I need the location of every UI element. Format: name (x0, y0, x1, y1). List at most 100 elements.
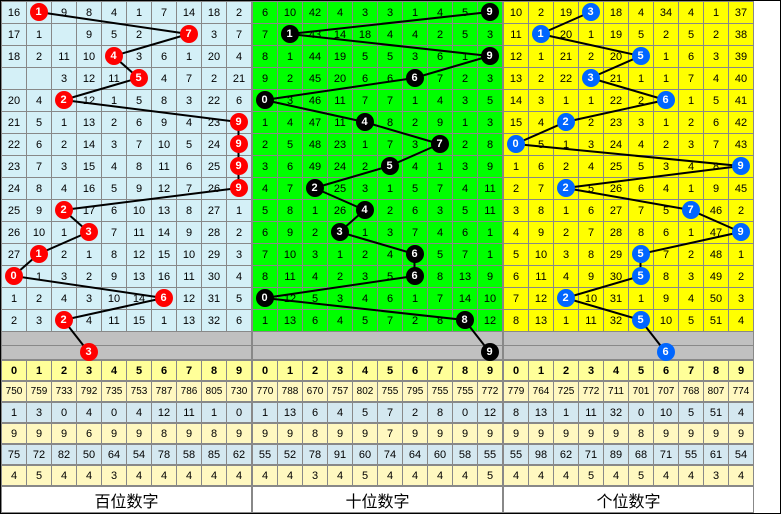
grid-cell: 29 (202, 244, 227, 266)
header-cell: 1 (27, 361, 52, 381)
grid-cell: 12 (77, 68, 102, 90)
grid-cell: 8 (27, 178, 52, 200)
grid-cell: 24 (328, 156, 353, 178)
section-label-row: 十位数字 (252, 486, 503, 513)
grid-cell: 9 (52, 2, 77, 24)
grid-cell: 42 (303, 2, 328, 24)
grid-cell: 12 (504, 46, 529, 68)
footer-cell: 4 (227, 466, 252, 486)
grid-cell: 3 (478, 24, 503, 46)
footer-cell: 4 (529, 466, 554, 486)
grid-cell: 11 (177, 266, 202, 288)
grid-cell: 2 (554, 222, 579, 244)
grid-cell: 20 (328, 68, 353, 90)
digit-header: 0123456789 (252, 360, 503, 381)
header-cell: 7 (679, 361, 704, 381)
grid-cell: 2 (529, 2, 554, 24)
grid-cell: 8 (428, 310, 453, 332)
footer-cell: 701 (629, 382, 654, 402)
grid-cell: 25 (202, 156, 227, 178)
grid-cell: 5 (679, 24, 704, 46)
grid-cell: 31 (604, 288, 629, 310)
grid-cell: 1 (278, 46, 303, 68)
grid-cell: 4 (679, 156, 704, 178)
footer-cell: 64 (102, 445, 127, 465)
grid-cell: 7 (378, 90, 403, 112)
footer-cell: 9 (478, 424, 503, 444)
grid-cell: 9 (77, 24, 102, 46)
grid-cell: 6 (679, 46, 704, 68)
grid-cell: 10 (27, 222, 52, 244)
digit-header: 0123456789 (503, 360, 754, 381)
grid-cell: 4 (353, 288, 378, 310)
footer-cell: 730 (227, 382, 252, 402)
grid-cell (27, 68, 52, 90)
grid-cell: 17 (2, 24, 27, 46)
footer-row: 9996998989 (1, 423, 252, 444)
grid-cell (2, 68, 27, 90)
grid-cell: 6 (227, 90, 252, 112)
footer-row: 770788670757802755795755755772 (252, 381, 503, 402)
grid-cell: 22 (604, 90, 629, 112)
grid-cell: 3 (729, 288, 754, 310)
grid-cell: 1 (27, 266, 52, 288)
grid-cell: 1 (127, 2, 152, 24)
grid-cell: 2 (679, 112, 704, 134)
footer-cell: 8 (303, 424, 328, 444)
grid-cell: 21 (554, 46, 579, 68)
grid-cell: 4 (654, 178, 679, 200)
footer-cell: 98 (529, 445, 554, 465)
grid-cell: 4 (152, 68, 177, 90)
header-cell: 3 (579, 361, 604, 381)
grid-cell: 5 (303, 288, 328, 310)
grid-cell: 4 (328, 310, 353, 332)
footer-cell: 4 (2, 466, 27, 486)
trend-ball: 9 (481, 47, 499, 65)
trend-grid: 1698417141821719521937182111036120431211… (1, 1, 252, 360)
gap-row (2, 332, 252, 346)
trend-ball: 7 (682, 201, 700, 219)
footer-cell: 755 (428, 382, 453, 402)
footer-row: 4445454434 (503, 465, 754, 486)
grid-cell: 14 (77, 134, 102, 156)
grid-cell: 22 (554, 68, 579, 90)
grid-cell: 1 (152, 310, 177, 332)
grid-cell: 4 (554, 266, 579, 288)
footer-cell: 71 (579, 445, 604, 465)
grid-cell: 7 (278, 178, 303, 200)
grid-cell: 6 (654, 222, 679, 244)
trend-ball: 6 (657, 343, 675, 361)
header-cell: 3 (77, 361, 102, 381)
footer-cell: 9 (679, 424, 704, 444)
section-label-row: 个位数字 (503, 486, 754, 513)
trend-ball: 2 (557, 289, 575, 307)
footer-cell: 9 (504, 424, 529, 444)
grid-cell: 7 (704, 134, 729, 156)
footer-cell: 4 (77, 466, 102, 486)
footer-cell: 78 (152, 445, 177, 465)
grid-cell: 1 (27, 24, 52, 46)
grid-cell: 8 (629, 222, 654, 244)
grid-cell: 7 (428, 68, 453, 90)
footer-cell: 725 (554, 382, 579, 402)
footer-cell: 757 (328, 382, 353, 402)
grid-cell: 25 (328, 178, 353, 200)
footer-cell: 54 (729, 445, 754, 465)
trend-ball: 9 (230, 157, 248, 175)
header-cell: 6 (654, 361, 679, 381)
grid-cell: 3 (227, 244, 252, 266)
grid-cell: 9 (127, 178, 152, 200)
grid-cell: 7 (453, 244, 478, 266)
grid-cell: 3 (453, 90, 478, 112)
trend-ball: 0 (256, 91, 274, 109)
grid-cell: 3 (403, 134, 428, 156)
grid-cell: 11 (127, 222, 152, 244)
footer-cell: 9 (278, 424, 303, 444)
grid-cell: 1 (478, 222, 503, 244)
footer-row: 4544344444 (1, 465, 252, 486)
grid-cell: 4 (453, 178, 478, 200)
footer-cell: 4 (378, 466, 403, 486)
footer-cell: 55 (253, 445, 278, 465)
grid-cell: 4 (704, 68, 729, 90)
footer-cell: 772 (478, 382, 503, 402)
